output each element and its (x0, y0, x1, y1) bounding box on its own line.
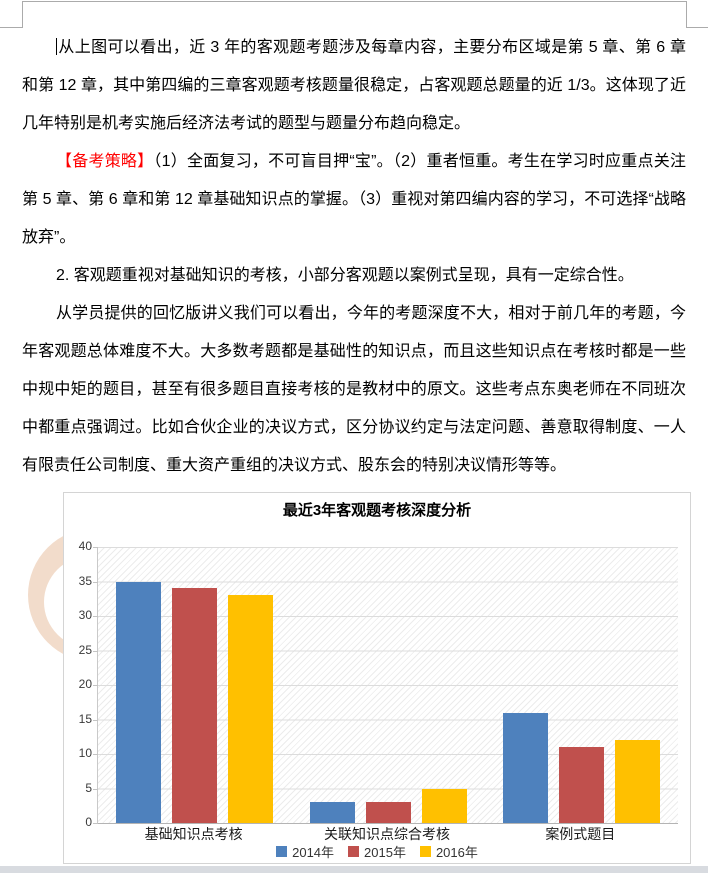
bar-2016年-案例式题目 (614, 740, 660, 823)
paragraph-point2: 2. 客观题重视对基础知识的考核，小部分客观题以案例式呈现，具有一定综合性。 (22, 257, 686, 295)
y-tick-mark (93, 616, 98, 617)
y-tick-label: 15 (78, 711, 92, 726)
y-tick-mark (93, 754, 98, 755)
y-tick-label: 20 (78, 677, 92, 691)
paragraph-strategy: 【备考策略】（1）全面复习，不可盲目押“宝”。（2）重者恒重。考生在学习时应重点… (22, 143, 686, 257)
legend-label: 2015年 (364, 845, 406, 860)
legend-swatch (419, 846, 431, 857)
strategy-label: 【备考策略】 (56, 153, 154, 170)
y-tick-label: 40 (78, 539, 92, 553)
bar-2016年-关联知识点综合考核 (421, 788, 467, 823)
legend-item: 2015年 (348, 842, 406, 861)
x-axis-category-labels: 基础知识点考核 关联知识点综合考核 案例式题目 (97, 824, 677, 844)
y-tick-mark (93, 823, 98, 824)
page-top-edge (22, 1, 686, 2)
y-tick-mark (93, 685, 98, 686)
page-corner-mark-right (686, 1, 687, 28)
bar-2014年-案例式题目 (502, 712, 548, 823)
legend-swatch (276, 846, 288, 857)
y-tick-label: 10 (78, 746, 92, 760)
paragraph-analysis: 从学员提供的回忆版讲义我们可以看出，今年的考题深度不大，相对于前几年的考题，今年… (22, 295, 686, 485)
bar-2015年-基础知识点考核 (172, 588, 218, 823)
text-cursor (56, 38, 57, 55)
bar-2014年-基础知识点考核 (116, 581, 162, 823)
y-tick-label: 0 (85, 815, 92, 829)
category-label: 基础知识点考核 (144, 826, 243, 842)
paragraph-overview: 从上图可以看出，近 3 年的客观题考题涉及每章内容，主要分布区域是第 5 章、第… (22, 29, 686, 143)
category-label: 案例式题目 (545, 826, 616, 842)
y-tick-mark (93, 581, 98, 583)
paragraph-text: 从上图可以看出，近 3 年的客观题考题涉及每章内容，主要分布区域是第 5 章、第… (22, 39, 686, 132)
page-corner-mark-left (22, 1, 23, 28)
y-tick-label: 30 (78, 608, 92, 622)
y-axis-labels: 0 5 10 15 20 25 30 35 40 (64, 539, 92, 829)
plot-area (93, 547, 678, 824)
bar-2016年-基础知识点考核 (228, 595, 274, 823)
page-corner-mark-right (686, 27, 708, 28)
window-bottom-strip (0, 866, 708, 873)
legend-label: 2014年 (292, 845, 335, 860)
bar-2015年-关联知识点综合考核 (365, 802, 411, 823)
legend-item: 2014年 (276, 842, 334, 861)
y-tick-mark (93, 719, 98, 721)
legend-label: 2016年 (435, 845, 478, 860)
y-tick-mark (93, 788, 98, 790)
chart-legend: 2014年 2015年 2016年 (64, 842, 690, 861)
page-corner-mark-left (0, 27, 22, 28)
chart-title: 最近3年客观题考核深度分析 (282, 502, 472, 519)
y-tick-label: 35 (78, 573, 92, 588)
bar-2015年-案例式题目 (558, 747, 604, 823)
y-tick-mark (93, 547, 98, 548)
bar-2014年-关联知识点综合考核 (309, 802, 355, 823)
y-tick-label: 5 (85, 780, 92, 795)
y-tick-mark (93, 650, 98, 652)
document-text-block: 从上图可以看出，近 3 年的客观题考题涉及每章内容，主要分布区域是第 5 章、第… (22, 29, 686, 485)
y-tick-label: 25 (78, 642, 92, 657)
embedded-bar-chart[interactable]: 最近3年客观题考核深度分析 0 5 10 15 20 25 30 35 40 基础知识点考核 关… (63, 492, 691, 864)
legend-swatch (348, 846, 360, 857)
category-label: 关联知识点综合考核 (323, 826, 450, 842)
legend-item: 2016年 (419, 842, 478, 861)
paragraph-text: 2. 客观题重视对基础知识的考核，小部分客观题以案例式呈现，具有一定综合性。 (56, 267, 634, 284)
paragraph-text: （1）全面复习，不可盲目押“宝”。（2）重者恒重。考生在学习时应重点关注第 5 … (22, 153, 686, 246)
paragraph-text: 从学员提供的回忆版讲义我们可以看出，今年的考题深度不大，相对于前几年的考题，今年… (22, 305, 686, 474)
